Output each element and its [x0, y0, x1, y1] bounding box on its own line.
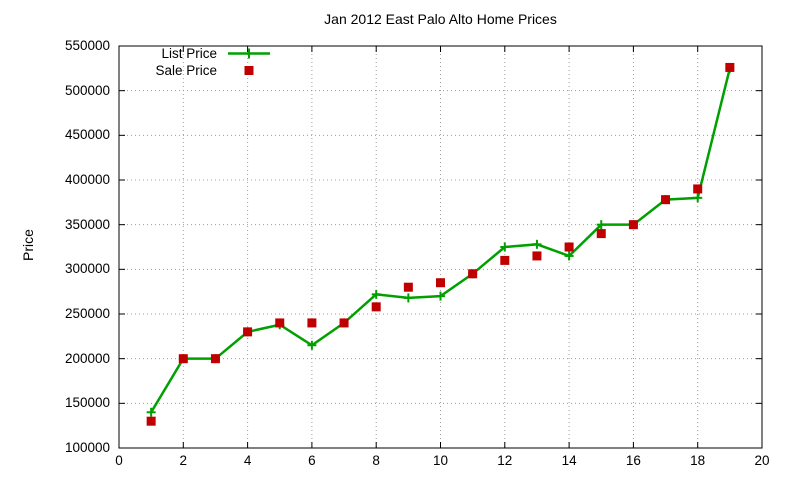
x-tick-label: 20	[754, 453, 770, 468]
x-tick-label: 6	[308, 453, 316, 468]
list-price-markers	[146, 63, 735, 417]
y-tick-label: 150000	[64, 395, 110, 411]
y-tick-label: 350000	[64, 216, 110, 232]
y-tick-label: 300000	[64, 261, 110, 277]
legend-label-sale-price: Sale Price	[155, 63, 217, 78]
x-tick-label: 8	[372, 453, 380, 468]
list-price-line	[150, 68, 732, 413]
legend-row-sale-price: Sale Price	[119, 62, 279, 79]
x-tick-label: 16	[625, 453, 641, 468]
x-tick-label: 10	[432, 453, 449, 468]
x-tick-label: 0	[115, 453, 123, 468]
y-tick-label: 450000	[64, 127, 110, 143]
y-tick-label: 500000	[64, 82, 110, 98]
y-tick-label: 400000	[64, 172, 110, 187]
x-tick-label: 4	[243, 453, 252, 468]
x-tick-label: 18	[690, 453, 706, 468]
chart-title: Jan 2012 East Palo Alto Home Prices	[324, 11, 557, 27]
x-tick-label: 2	[179, 453, 188, 468]
line-plus-icon	[226, 45, 272, 62]
square-marker-icon	[226, 62, 272, 79]
legend-row-list-price: List Price	[119, 45, 279, 62]
y-tick-label: 250000	[64, 306, 110, 321]
grid-lines	[119, 46, 762, 448]
x-tick-label: 14	[561, 453, 577, 468]
y-tick-label: 100000	[64, 440, 110, 455]
sale-price-points	[146, 62, 735, 426]
y-tick-label: 550000	[64, 38, 110, 53]
x-tick-label: 12	[497, 453, 513, 468]
axes-border	[118, 45, 763, 449]
legend: List Price Sale Price	[119, 45, 279, 79]
y-tick-label: 200000	[64, 350, 110, 366]
legend-label-list-price: List Price	[161, 46, 217, 61]
